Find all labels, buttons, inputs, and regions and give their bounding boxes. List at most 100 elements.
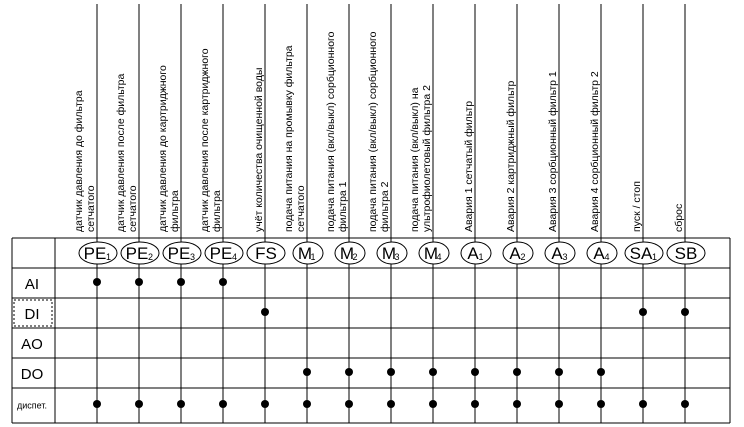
- connection-dot: [219, 400, 227, 408]
- tag-subscript: 4: [605, 252, 610, 262]
- column-description: датчик давления после фильтра: [115, 73, 127, 232]
- tag-label: SB: [675, 244, 698, 263]
- column-description: датчик давления до фильтра: [73, 90, 85, 232]
- tag-subscript: 1: [652, 252, 657, 262]
- column-description: сброс: [673, 204, 685, 232]
- tag-label: SA: [630, 244, 653, 263]
- connection-dot: [639, 400, 647, 408]
- tag-subscript: 3: [563, 252, 568, 262]
- connection-dot: [177, 278, 185, 286]
- connection-dot: [471, 368, 479, 376]
- column-description: подача питания (вкл/выкл) на: [409, 87, 421, 232]
- connection-dot: [681, 400, 689, 408]
- column-description: подача питания (вкл/выкл) сорбционного: [325, 31, 337, 232]
- connection-dot: [345, 400, 353, 408]
- connection-dot: [597, 368, 605, 376]
- column-description: Авария 2 картриджный фильтр: [505, 80, 517, 232]
- column-description: датчик давления после картриджного: [199, 48, 211, 232]
- column-descriptions: датчик давления до фильтра сетчатого датчи…: [73, 31, 685, 232]
- row-label: AO: [21, 336, 43, 353]
- tag-label: A: [593, 244, 605, 263]
- tag-subscript: 3: [395, 252, 400, 262]
- column-description: сетчатого: [127, 185, 139, 232]
- tag-ellipse: [624, 241, 664, 265]
- connection-dot: [93, 400, 101, 408]
- tag-label: M: [424, 244, 438, 263]
- row-label: AI: [25, 276, 39, 293]
- tag-ellipse: [460, 241, 492, 265]
- tag-ellipse: [586, 241, 618, 265]
- tag-subscript: 3: [190, 252, 195, 262]
- tag-label: PE: [210, 244, 233, 263]
- tag-label: M: [340, 244, 354, 263]
- connection-dot: [93, 278, 101, 286]
- connection-dot: [513, 368, 521, 376]
- tag-ellipse: [502, 241, 534, 265]
- tag-ellipse: [666, 241, 706, 265]
- tag-label: FS: [255, 244, 277, 263]
- tag-label: A: [467, 244, 479, 263]
- column-description: подача питания на промывку фильтра: [283, 45, 295, 232]
- column-description: ультрофиолетовый фильтра 2: [421, 85, 433, 232]
- tag-subscript: 1: [106, 252, 111, 262]
- tag-ellipse: [376, 241, 408, 265]
- tag-ellipse: [162, 241, 202, 265]
- connection-dot: [135, 278, 143, 286]
- connection-dot: [555, 368, 563, 376]
- tag-subscript: 2: [353, 252, 358, 262]
- tag-subscript: 2: [148, 252, 153, 262]
- tag-subscript: 2: [521, 252, 526, 262]
- column-description: Авария 3 сорбционный фильтр 1: [547, 71, 559, 232]
- column-description: подача питания (вкл/выкл) сорбционного: [367, 31, 379, 232]
- connection-dot: [555, 400, 563, 408]
- column-description: Авария 1 сетчатый фильтр: [463, 101, 475, 232]
- tag-label: M: [298, 244, 312, 263]
- tag-label: A: [509, 244, 521, 263]
- connection-dot: [681, 308, 689, 316]
- row-labels: AI DI AO DO диспет.: [13, 276, 53, 411]
- tag-ellipse: [544, 241, 576, 265]
- row-label: DO: [21, 366, 44, 383]
- tag-ellipse: [120, 241, 160, 265]
- tag-label: PE: [168, 244, 191, 263]
- row-label: DI: [25, 306, 40, 323]
- tag-ellipse: [78, 241, 118, 265]
- column-description: фильтра: [211, 190, 223, 232]
- connection-dot: [639, 308, 647, 316]
- connection-dot: [471, 400, 479, 408]
- tag-subscript: 1: [479, 252, 484, 262]
- tag-ellipse: [334, 241, 366, 265]
- connection-dot: [261, 308, 269, 316]
- connection-dot: [345, 368, 353, 376]
- column-description: сетчатого: [295, 185, 307, 232]
- connection-dot: [303, 368, 311, 376]
- tag-label: M: [382, 244, 396, 263]
- connection-dot: [429, 368, 437, 376]
- tag-ellipse: [418, 241, 450, 265]
- column-description: датчик давления до картриджного: [157, 65, 169, 232]
- column-description: фильтра 2: [379, 181, 391, 232]
- column-description: учёт количества очищенной воды: [253, 68, 265, 232]
- connection-dot: [387, 368, 395, 376]
- connection-dot: [513, 400, 521, 408]
- column-description: фильтра 1: [337, 181, 349, 232]
- tag-label: A: [551, 244, 563, 263]
- tag-ellipse: [204, 241, 244, 265]
- tag-ellipse: [292, 241, 324, 265]
- tag-label: PE: [126, 244, 149, 263]
- tag-ellipse: [246, 241, 286, 265]
- connection-dot: [429, 400, 437, 408]
- column-description: пуск / стоп: [631, 181, 643, 232]
- tag-subscript: 4: [232, 252, 237, 262]
- connection-dot: [219, 278, 227, 286]
- connection-dot: [597, 400, 605, 408]
- connection-dot: [387, 400, 395, 408]
- tag-subscript: 4: [437, 252, 442, 262]
- column-description: сетчатого: [85, 185, 97, 232]
- grid-lines: [11, 4, 731, 424]
- connection-dot: [177, 400, 185, 408]
- row-label: диспет.: [17, 401, 47, 411]
- column-tags: PE 1 PE 2 PE 3 PE 4 FS M1 M2 M3 M4 A 1 A 2 A 3 A 4 SA 1 SB: [78, 241, 706, 265]
- column-description: фильтра: [169, 190, 181, 232]
